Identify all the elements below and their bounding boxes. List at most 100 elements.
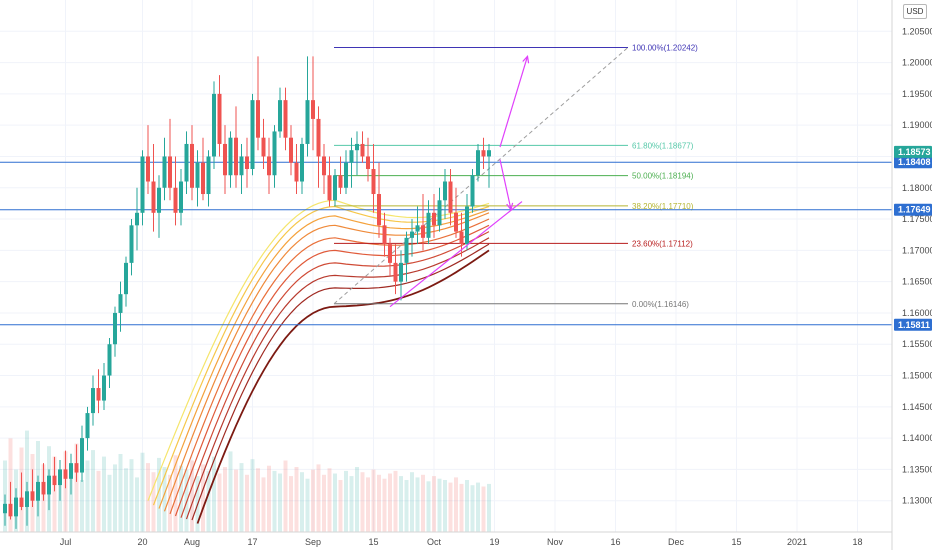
time-tick-label: 15 <box>368 537 378 547</box>
volume-bar <box>217 473 222 532</box>
candle-body <box>283 100 288 138</box>
candle-body <box>256 100 260 138</box>
volume-bar <box>448 482 453 532</box>
price-tick-label: 1.17000 <box>902 245 932 255</box>
candle-body <box>245 156 249 169</box>
candle-body <box>201 162 205 195</box>
candle-body <box>322 156 326 176</box>
volume-bar <box>278 473 282 532</box>
candle-body <box>432 212 436 226</box>
volume-bar <box>349 476 354 532</box>
volume-bar <box>377 474 381 532</box>
ema-line <box>169 218 490 515</box>
candle-body <box>487 150 491 157</box>
candle-body <box>36 481 40 501</box>
price-tick-label: 1.15000 <box>902 371 932 381</box>
arrow-head <box>522 55 530 64</box>
candle-body <box>377 194 381 226</box>
candle-body <box>481 150 486 157</box>
volume-bar <box>118 454 123 532</box>
candle-body <box>179 181 183 213</box>
price-tick-label: 1.20500 <box>902 26 932 36</box>
price-tick-label: 1.15500 <box>902 339 932 349</box>
candle-body <box>19 497 24 507</box>
volume-bar <box>162 467 167 532</box>
ema-line <box>163 212 490 512</box>
volume-bar <box>201 464 205 532</box>
candles-layer <box>3 56 491 529</box>
candle-body <box>300 143 304 182</box>
volume-bar <box>250 459 255 532</box>
time-tick-label: 20 <box>137 537 147 547</box>
fib-level-label: 61.80%(1.18677) <box>632 141 694 150</box>
volume-bar <box>338 480 343 532</box>
price-tick-label: 1.19000 <box>902 120 932 130</box>
volume-bar <box>256 468 260 532</box>
candle-body <box>63 469 68 479</box>
time-tick-label: Oct <box>427 537 442 547</box>
candle-body <box>426 212 431 238</box>
volume-bar <box>300 472 304 532</box>
candle-body <box>228 137 233 176</box>
volume-bar <box>355 467 359 532</box>
ema-line <box>196 249 490 524</box>
volume-bar <box>234 469 238 532</box>
volume-bar <box>228 451 233 532</box>
candle-body <box>184 143 189 182</box>
ema-line <box>152 205 490 506</box>
candle-body <box>212 93 216 157</box>
candle-body <box>437 200 442 226</box>
volume-bar <box>69 467 73 532</box>
volume-bar <box>190 460 194 532</box>
volume-bar <box>421 474 425 532</box>
candle-body <box>333 175 337 201</box>
candle-body <box>157 187 161 213</box>
volume-bar <box>432 476 436 532</box>
candle-body <box>135 212 139 226</box>
horizontal-line-price-label: 1.18408 <box>898 157 931 167</box>
price-tick-label: 1.16000 <box>902 308 932 318</box>
candle-body <box>316 118 321 157</box>
price-tick-label: 1.13000 <box>902 496 932 506</box>
volume-bar <box>113 464 117 532</box>
last-price-label: 1.18573 <box>898 147 931 157</box>
volume-bar <box>470 485 475 532</box>
candle-body <box>3 503 7 514</box>
volume-bar <box>245 474 249 532</box>
time-tick-label: Dec <box>668 537 685 547</box>
time-tick-label: 18 <box>852 537 862 547</box>
horizontal-line-price-tag <box>894 203 932 216</box>
candle-body <box>217 93 222 144</box>
ema-line <box>185 237 490 520</box>
price-tick-label: 1.17500 <box>902 214 932 224</box>
volume-bar <box>322 474 326 532</box>
volume-bar <box>366 477 370 532</box>
volume-bar <box>272 470 277 532</box>
volume-bar <box>135 477 139 532</box>
volume-bar <box>305 478 310 532</box>
currency-button[interactable]: USD <box>903 4 927 19</box>
candle-body <box>470 175 475 207</box>
candle-body <box>162 156 167 188</box>
price-axis: 1.205001.200001.195001.190001.185001.180… <box>891 0 932 550</box>
candle-body <box>267 156 271 176</box>
candle-body <box>151 181 156 213</box>
candle-body <box>80 438 84 473</box>
candle-body <box>102 375 106 401</box>
candle-body <box>140 156 145 213</box>
candle-body <box>349 150 354 163</box>
volume-bar <box>80 480 84 532</box>
fib-diagonal <box>333 47 629 305</box>
volume-bar <box>283 460 288 532</box>
volume-bar <box>465 480 469 532</box>
candle-body <box>382 225 387 245</box>
candle-body <box>443 181 447 201</box>
time-tick-label: Aug <box>184 537 200 547</box>
candle-body <box>448 181 453 213</box>
volume-bar <box>459 483 464 532</box>
candle-body <box>234 137 238 176</box>
volume-bar <box>454 477 458 532</box>
arrow-shaft <box>499 56 529 148</box>
